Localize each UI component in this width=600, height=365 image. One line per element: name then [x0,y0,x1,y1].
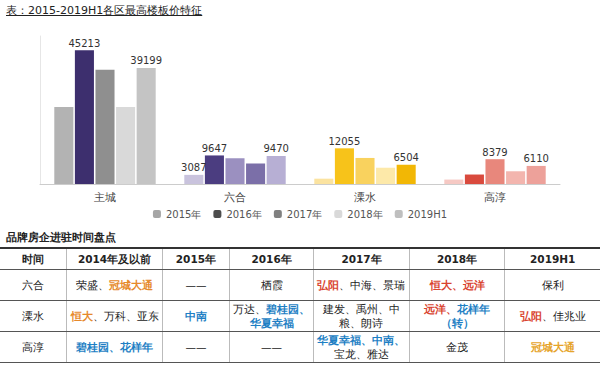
html-text:碧桂园、花样年: 碧桂园、花样年 [76,341,153,353]
html-text:2019H1: 2019H1 [530,253,576,265]
html-text:2018年: 2018年 [437,253,478,265]
html-text:金茂: 金茂 [446,341,469,353]
svg-text:12055: 12055 [329,136,361,147]
html-text:恒大、万科、亚东: 恒大、万科、亚东 [70,310,159,322]
html-text:建发、禹州、中粮、朗诗: 建发、禹州、中粮、朗诗 [323,303,400,329]
svg-text:2018年: 2018年 [347,209,382,220]
html-text:弘阳、中海、景瑞: 弘阳、中海、景瑞 [317,279,406,291]
html-text:恒大、远洋: 恒大、远洋 [429,279,485,291]
html-text:2015年: 2015年 [175,253,216,265]
html-text:表：2015-2019H1各区最高楼板价特征: 表：2015-2019H1各区最高楼板价特征 [6,4,203,17]
html-text:保利: 保利 [541,279,564,291]
html-text:宝龙、雅达: 宝龙、雅达 [334,348,389,360]
svg-text:8379: 8379 [482,147,507,158]
html-text:中南: 中南 [184,310,207,322]
html-text:荣盛、冠城大通: 荣盛、冠城大通 [76,279,153,291]
svg-text:3087: 3087 [181,162,206,173]
svg-text:主城: 主城 [94,191,116,204]
svg-text:6504: 6504 [393,152,418,163]
svg-text:39199: 39199 [130,55,162,66]
svg-text:2016年: 2016年 [226,209,261,220]
html-text:时间: 时间 [22,253,45,265]
svg-text:2017年: 2017年 [287,209,322,220]
html-text:2017年: 2017年 [341,253,382,265]
html-text:远洋、花样年（转）: 远洋、花样年（转） [424,303,491,329]
html-text:栖霞: 栖霞 [260,279,283,291]
html-text:华夏幸福、中南、: 华夏幸福、中南、 [317,334,406,346]
svg-text:45213: 45213 [69,38,101,49]
svg-text:9470: 9470 [263,143,288,154]
svg-text:六合: 六合 [224,191,246,204]
svg-text:高淳: 高淳 [484,191,506,204]
svg-text:6110: 6110 [523,153,548,164]
svg-text:2019H1: 2019H1 [408,209,447,220]
svg-text:9647: 9647 [202,143,227,154]
html-text:溧水: 溧水 [22,310,45,322]
html-text:高淳: 高淳 [22,341,45,353]
html-text:万达、碧桂园、华夏幸福: 万达、碧桂园、华夏幸福 [233,303,311,329]
html-text:品牌房企进驻时间盘点: 品牌房企进驻时间盘点 [6,231,116,244]
svg-text:2015年: 2015年 [166,209,201,220]
html-text:六合: 六合 [22,279,45,291]
html-text:2014年及以前: 2014年及以前 [77,253,152,265]
html-text:冠城大通: 冠城大通 [530,341,575,353]
html-text:弘阳、佳兆业: 弘阳、佳兆业 [519,310,586,322]
svg-text:溧水: 溧水 [354,191,376,204]
html-text:2016年: 2016年 [251,253,292,265]
